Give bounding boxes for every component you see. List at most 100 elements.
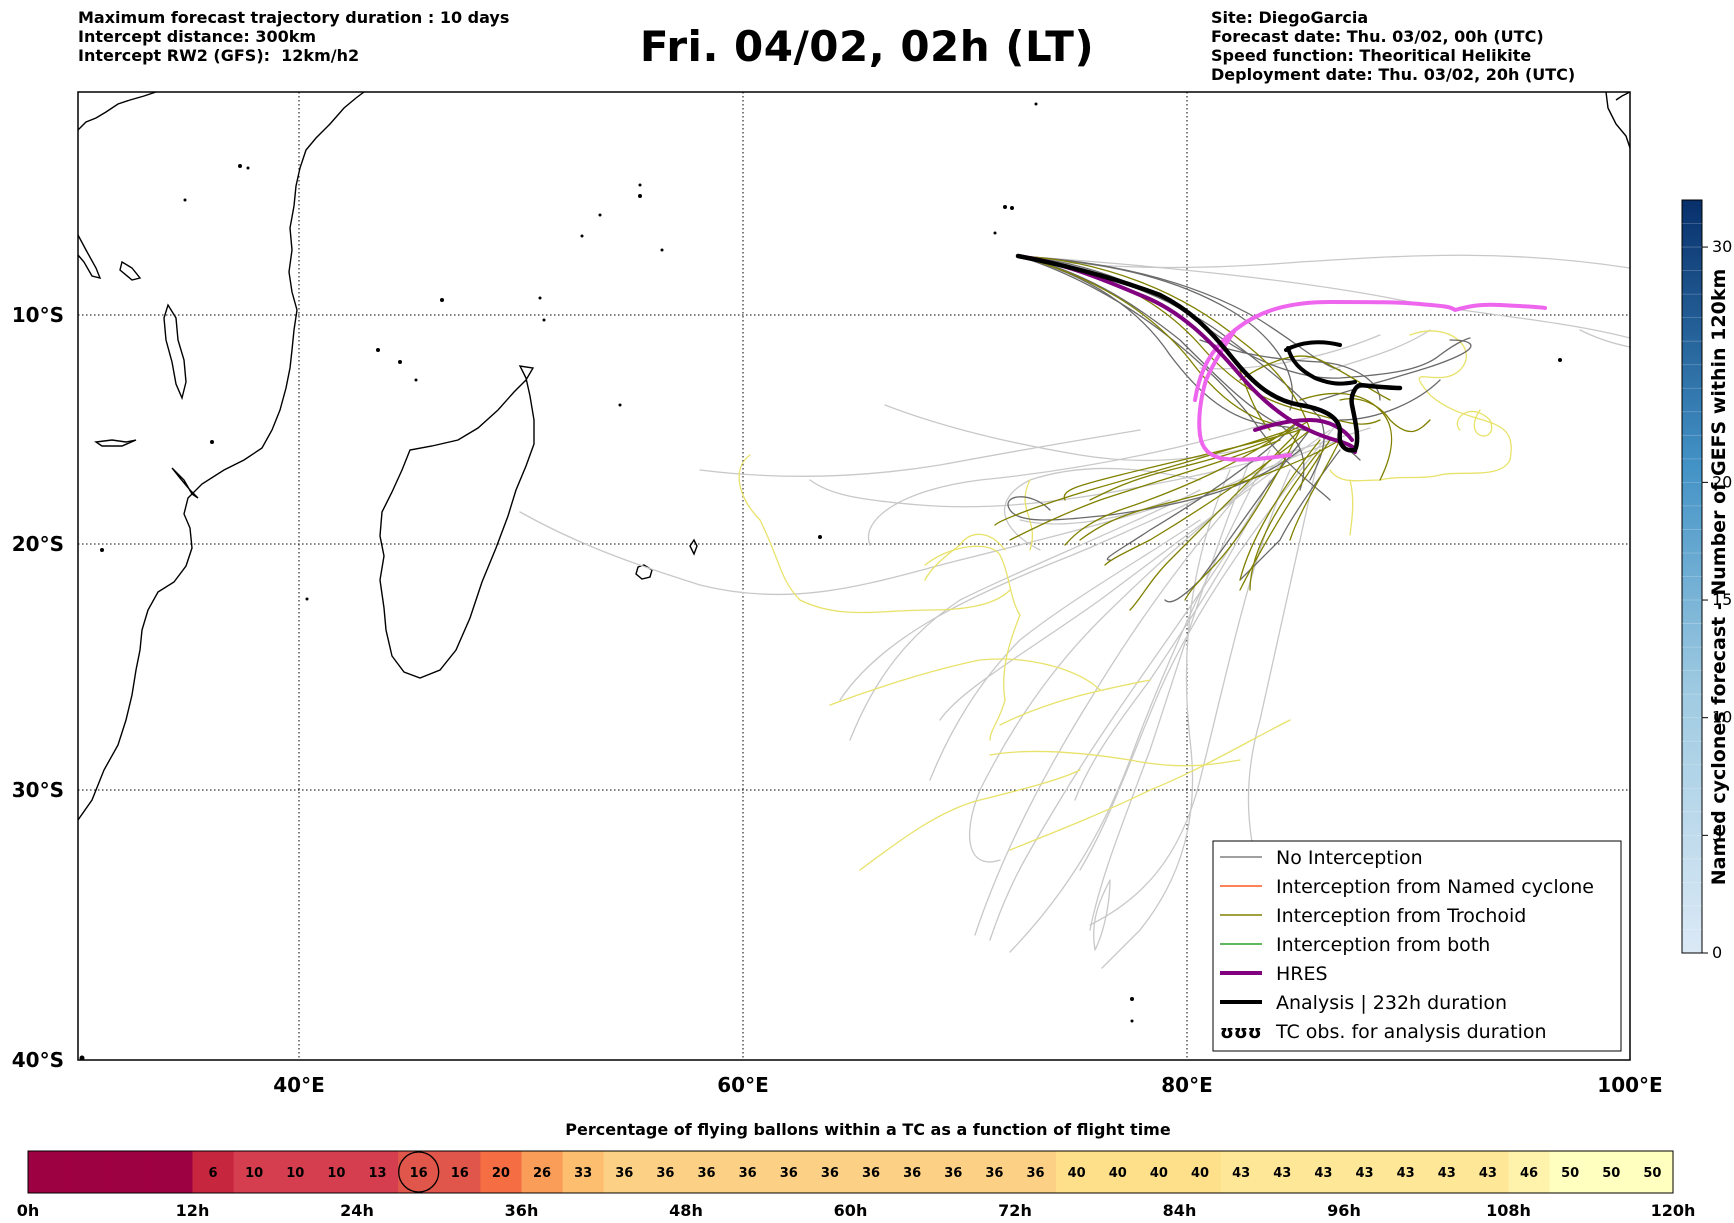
time-tick-label: 108h	[1486, 1201, 1531, 1220]
lon-tick-label: 40°E	[273, 1073, 325, 1097]
island-dot	[414, 378, 418, 382]
heatmap-cell	[28, 1151, 70, 1193]
trajectory-line	[1017, 255, 1311, 431]
heatmap-cell	[151, 1151, 194, 1193]
trajectory-line	[1089, 419, 1311, 501]
trajectory-line	[1106, 419, 1301, 561]
colorbar-tick-label: 20	[1712, 472, 1732, 491]
heatmap-cell-label: 36	[944, 1166, 962, 1181]
header-left-info: Maximum forecast trajectory duration : 1…	[78, 8, 509, 65]
heatmap-cell-label: 43	[1232, 1166, 1250, 1181]
heatmap-cell	[439, 1151, 481, 1193]
trajectory-line	[1093, 879, 1111, 951]
island-dot	[993, 231, 997, 235]
time-tick-label: 12h	[176, 1201, 210, 1220]
page-title: Fri. 04/02, 02h (LT)	[639, 22, 1095, 71]
island-dot	[1130, 997, 1134, 1001]
heatmap-cell	[686, 1151, 728, 1193]
deployment-date-text: Deployment date: Thu. 03/02, 20h (UTC)	[1211, 65, 1576, 84]
small-islands	[79, 102, 1562, 1061]
heatmap-cell-label: 33	[574, 1166, 592, 1181]
island-dot	[246, 166, 250, 170]
heatmap-cell-label: 40	[1109, 1166, 1127, 1181]
heatmap-cell-label: 20	[492, 1166, 510, 1181]
legend-symbol: ʊʊʊ	[1220, 1022, 1262, 1043]
legend: No Interception Interception from Named c…	[1212, 840, 1622, 1052]
trajectory-line	[1239, 439, 1331, 591]
heatmap-cell-label: 43	[1438, 1166, 1456, 1181]
island-dot	[598, 213, 602, 217]
time-heatmap: Percentage of flying ballons within a TC…	[17, 1120, 1696, 1220]
heatmap-cell	[1426, 1151, 1468, 1193]
lat-tick-label: 10°S	[12, 303, 64, 327]
trajectory-line	[974, 439, 1291, 936]
time-tick-label: 96h	[1327, 1201, 1361, 1220]
heatmap-cell	[480, 1151, 523, 1193]
heatmap-cell	[521, 1151, 564, 1193]
trajectory-line	[1101, 469, 1231, 969]
colorbar-tick-label: 10	[1712, 708, 1732, 727]
heatmap-cell	[562, 1151, 605, 1193]
island-dot	[238, 164, 242, 168]
heatmap-cell	[1590, 1151, 1633, 1193]
trajectory-line	[1249, 449, 1321, 591]
legend-label: Interception from Named cyclone	[1276, 876, 1594, 898]
island-dot	[818, 535, 822, 539]
heatmap-cell-label: 50	[1643, 1166, 1661, 1181]
island-dot	[183, 198, 187, 202]
island-dot	[580, 234, 584, 238]
heatmap-cell-label: 10	[327, 1166, 345, 1181]
heatmap-cell	[973, 1151, 1016, 1193]
heatmap-cell	[891, 1151, 934, 1193]
heatmap-cell	[1631, 1151, 1674, 1193]
trajectory-line	[1329, 329, 1431, 371]
trajectory-line	[1017, 255, 1281, 426]
map-gridlines	[78, 92, 1630, 1060]
legend-label: Interception from Trochoid	[1276, 905, 1526, 927]
trajectory-line	[994, 429, 1291, 526]
legend-box	[1212, 840, 1622, 1052]
island-dot	[542, 318, 546, 322]
heatmap-cell	[315, 1151, 358, 1193]
heatmap-cell-label: 43	[1314, 1166, 1332, 1181]
heatmap-cell-label: 10	[286, 1166, 304, 1181]
trajectory-line	[989, 750, 1241, 767]
trajectory-line	[989, 499, 1261, 941]
intercept-distance-text: Intercept distance: 300km	[78, 27, 317, 46]
heatmap-cell	[727, 1151, 769, 1193]
heatmap-cell-label: 40	[1191, 1166, 1209, 1181]
time-tick-label: 60h	[834, 1201, 868, 1220]
trajectory-line	[1164, 429, 1311, 603]
trajectory-line	[1017, 255, 1305, 491]
header-right-info: Site: DiegoGarcia Forecast date: Thu. 03…	[1211, 8, 1575, 84]
trochoid-interception-tracks	[994, 255, 1431, 611]
heatmap-cell	[69, 1151, 111, 1193]
hres-pink-track	[1197, 328, 1292, 462]
heatmap-cell-label: 50	[1561, 1166, 1579, 1181]
time-heatmap-frame	[27, 1150, 1674, 1194]
island-dot	[398, 360, 402, 364]
trajectory-line	[699, 429, 1141, 477]
lake-tanganyika	[163, 303, 187, 401]
reunion-coastline	[689, 538, 698, 556]
heatmap-cell-label: 50	[1602, 1166, 1620, 1181]
heatmap-cell-label: 40	[1068, 1166, 1086, 1181]
heatmap-cell-label: 36	[656, 1166, 674, 1181]
trajectory-line	[1017, 255, 1630, 339]
lat-tick-label: 30°S	[12, 778, 64, 802]
map-axis-labels: 40°E 60°E 80°E 100°E 10°S 20°S 30°S 40°S	[12, 303, 1663, 1097]
trajectory-line	[1009, 439, 1281, 541]
heatmap-cell-label: 10	[245, 1166, 263, 1181]
trajectory-line	[1329, 330, 1512, 482]
heatmap-cell-label: 36	[780, 1166, 798, 1181]
trajectory-line	[859, 769, 1081, 871]
time-tick-label: 0h	[17, 1201, 40, 1220]
yellow-tracks	[738, 330, 1512, 871]
trajectory-line	[1009, 719, 1291, 851]
heatmap-cell	[1056, 1151, 1098, 1193]
heatmap-cell-label: 36	[821, 1166, 839, 1181]
legend-label: HRES	[1276, 963, 1328, 985]
heatmap-cell	[1302, 1151, 1345, 1193]
map-panel: 40°E 60°E 80°E 100°E 10°S 20°S 30°S 40°S…	[12, 91, 1663, 1097]
